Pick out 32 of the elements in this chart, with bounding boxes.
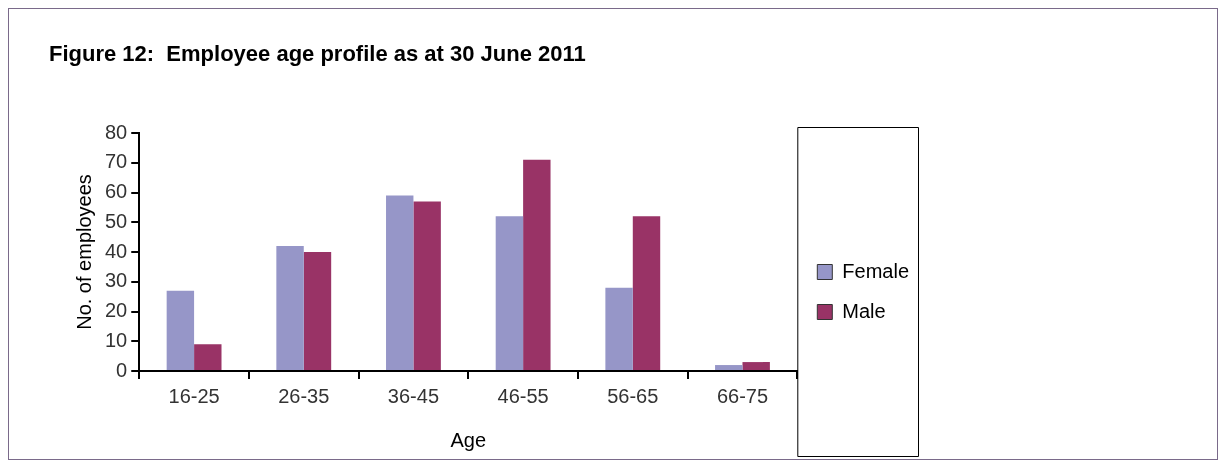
x-tick-label: 66-75 bbox=[716, 384, 769, 407]
y-tick-label: 70 bbox=[105, 150, 128, 173]
chart-title: Figure 12: Employee age profile as at 30 June 2011 bbox=[49, 41, 586, 67]
legend-label: Male bbox=[842, 299, 886, 322]
bar bbox=[276, 246, 304, 370]
y-tick-label: 40 bbox=[105, 239, 128, 262]
x-tick-label: 46-55 bbox=[497, 384, 549, 407]
x-tick-label: 26-35 bbox=[278, 384, 330, 407]
y-axis-title: No. of employees bbox=[72, 174, 95, 330]
y-tick-label: 0 bbox=[116, 358, 128, 381]
y-tick-label: 20 bbox=[105, 299, 128, 322]
x-tick-label: 16-25 bbox=[168, 384, 220, 407]
y-tick-label: 30 bbox=[105, 269, 128, 292]
bar bbox=[605, 287, 633, 370]
x-tick-label: 56-65 bbox=[607, 384, 659, 407]
y-tick-label: 80 bbox=[105, 120, 128, 143]
x-tick-label: 36-45 bbox=[387, 384, 440, 407]
bar bbox=[166, 290, 195, 370]
bar bbox=[495, 216, 524, 370]
bar bbox=[715, 365, 743, 370]
x-axis-title: Age bbox=[450, 428, 487, 451]
bar bbox=[523, 159, 551, 370]
bar bbox=[194, 344, 222, 370]
bar bbox=[413, 201, 441, 370]
bar bbox=[742, 362, 770, 370]
y-tick-label: 10 bbox=[105, 328, 128, 351]
bar bbox=[386, 195, 414, 370]
legend-label: Female bbox=[842, 259, 910, 282]
y-tick-label: 50 bbox=[105, 209, 128, 232]
y-tick-label: 60 bbox=[105, 180, 128, 203]
bar bbox=[632, 216, 661, 370]
bar bbox=[303, 252, 332, 370]
